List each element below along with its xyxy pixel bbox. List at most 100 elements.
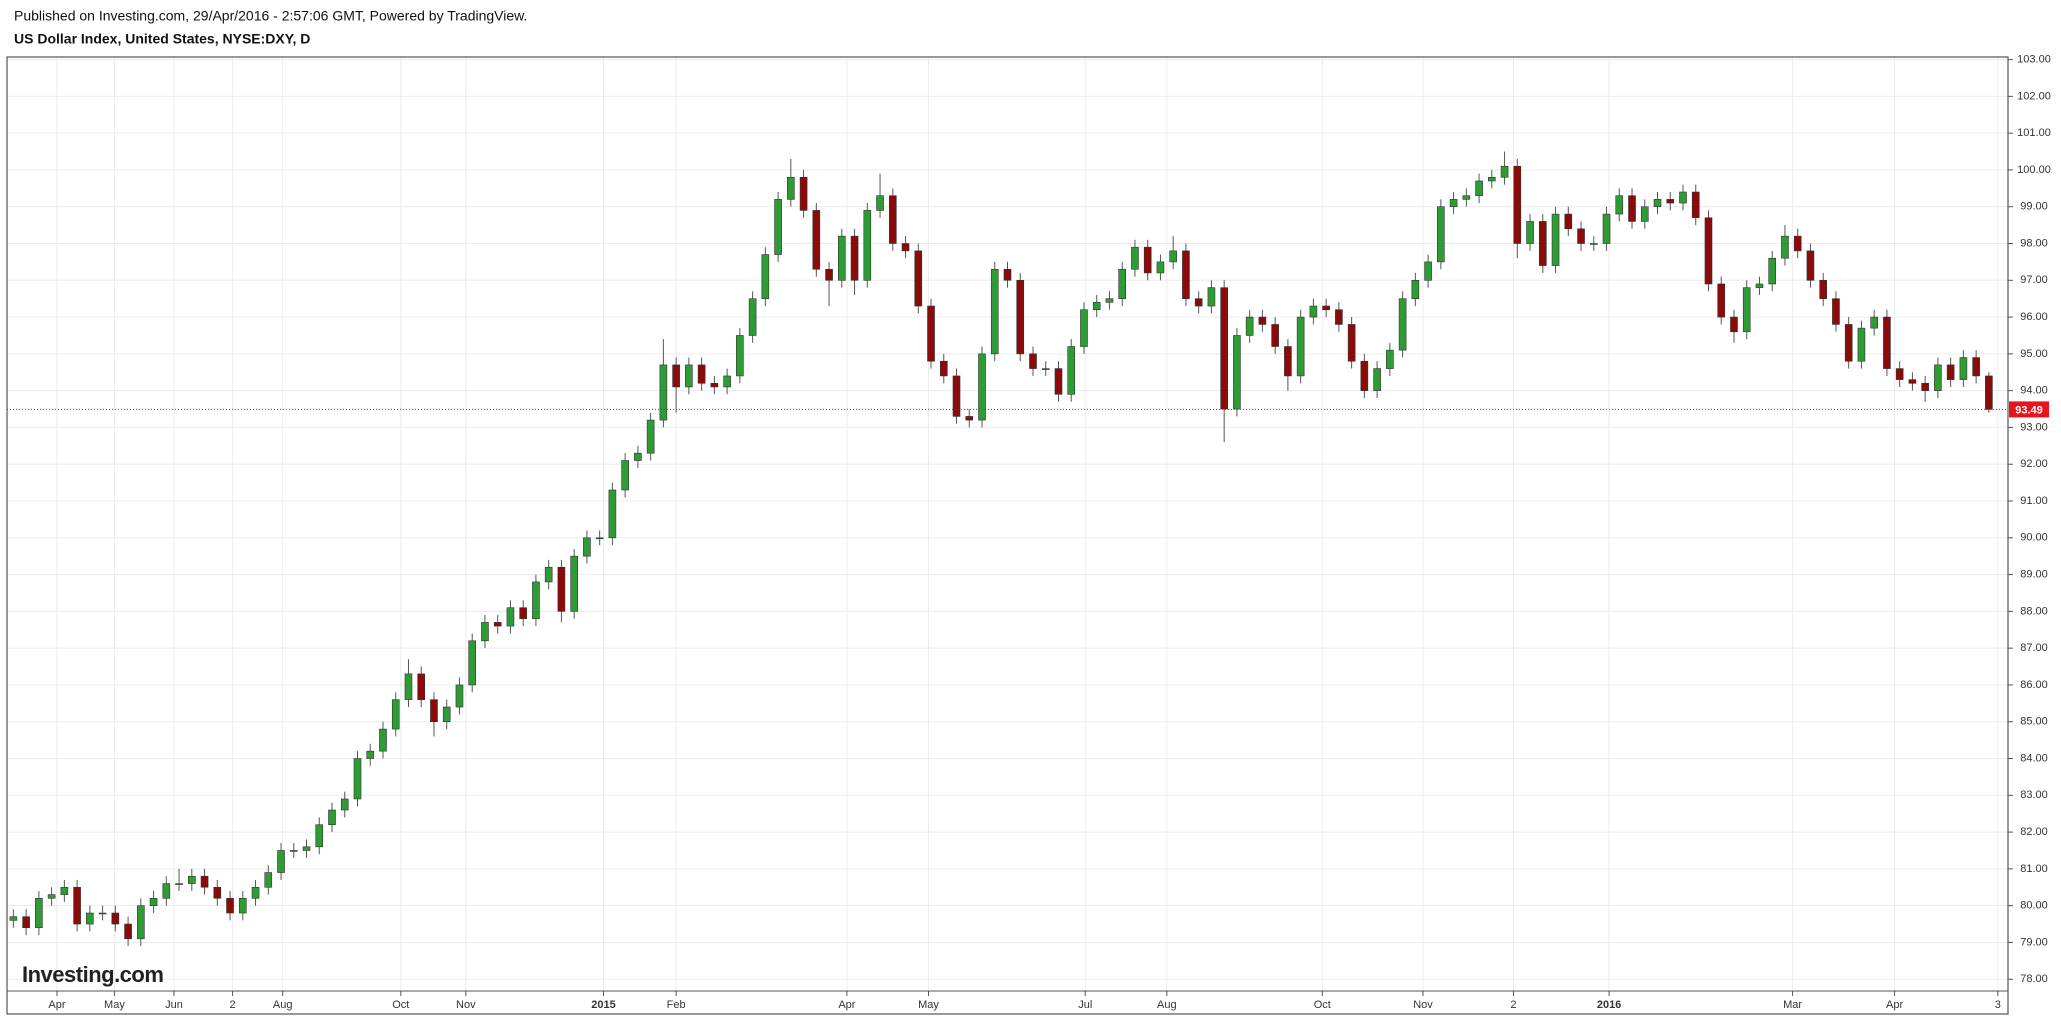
candle-body: [1271, 324, 1279, 347]
last-price-box: [2009, 401, 2049, 418]
y-tick-label: 85.00: [2020, 716, 2048, 728]
candle-body: [200, 875, 209, 888]
candle-body: [595, 537, 604, 540]
candle-body: [1615, 195, 1624, 215]
candle-body: [468, 640, 477, 686]
candle-body: [1691, 191, 1700, 219]
candle-body: [213, 886, 222, 899]
y-tick-label: 86.00: [2020, 679, 2048, 691]
candle-body: [774, 199, 782, 255]
candle-body: [697, 364, 706, 384]
candle-body: [1449, 199, 1458, 208]
candle-body: [1424, 261, 1432, 281]
candle-body: [417, 673, 426, 700]
candle-body: [188, 875, 196, 884]
candle-body: [1742, 287, 1751, 333]
candle-body: [1870, 316, 1878, 329]
candle-body: [481, 622, 489, 642]
candle-body: [1793, 235, 1802, 252]
candle-body: [978, 353, 986, 421]
candle-body: [1169, 250, 1177, 263]
candle-body: [47, 894, 56, 899]
y-tick-label: 89.00: [2020, 568, 2048, 580]
candle-body: [1475, 180, 1483, 196]
y-tick-label: 97.00: [2020, 274, 2048, 286]
x-tick-label: 2: [230, 999, 236, 1011]
candle-body: [761, 254, 770, 299]
x-tick-label: May: [104, 999, 125, 1011]
instrument-title: US Dollar Index, United States, NYSE:DXY…: [14, 31, 310, 47]
y-tick-label: 84.00: [2020, 752, 2048, 764]
x-tick-label: Apr: [1886, 999, 1903, 1011]
candle-body: [1347, 324, 1356, 362]
candle-body: [1921, 382, 1929, 391]
candle-body: [1131, 246, 1139, 270]
candle-body: [1857, 327, 1866, 362]
candle-body: [723, 375, 731, 388]
candle-body: [1041, 368, 1050, 370]
candle-body: [149, 897, 158, 906]
candle-body: [825, 268, 833, 281]
y-tick-label: 82.00: [2020, 826, 2048, 838]
candle-body: [1526, 221, 1534, 244]
x-tick-label: Aug: [1157, 999, 1177, 1011]
x-tick-label: 2016: [1597, 999, 1621, 1011]
y-tick-label: 92.00: [2020, 458, 2048, 470]
x-tick-label: Apr: [48, 999, 65, 1011]
candle-body: [35, 897, 43, 929]
candle-body: [1462, 195, 1471, 200]
candle-body: [506, 607, 515, 627]
x-tick-label: 3: [1995, 999, 2001, 1011]
candle-body: [748, 298, 757, 336]
candle-body: [901, 243, 910, 252]
y-tick-label: 81.00: [2020, 863, 2048, 875]
candle-body: [1322, 305, 1330, 311]
x-tick-label: Jun: [165, 999, 183, 1011]
published-note: Published on Investing.com, 29/Apr/2016 …: [14, 8, 527, 24]
candle-body: [570, 555, 578, 612]
candle-body: [289, 850, 298, 852]
candle-body: [876, 195, 884, 211]
candle-body: [226, 897, 234, 914]
plot-frame: [6, 56, 2009, 1015]
candle-body: [1513, 165, 1522, 244]
y-tick-label: 88.00: [2020, 605, 2048, 617]
candle-body: [888, 195, 897, 244]
y-tick-label: 87.00: [2020, 642, 2048, 654]
candle-body: [1730, 316, 1738, 333]
x-tick-label: Nov: [456, 999, 476, 1011]
candle-body: [493, 622, 502, 627]
candle-body: [302, 846, 311, 851]
candle-body: [1934, 364, 1942, 391]
candle-body: [277, 850, 285, 873]
candle-body: [1207, 287, 1216, 307]
candle-body: [1220, 287, 1228, 410]
candle-body: [1003, 268, 1012, 281]
candle-body: [162, 883, 171, 899]
candle-body: [1054, 368, 1063, 395]
candle-body: [366, 750, 375, 759]
candle-body: [685, 364, 693, 388]
candle-body: [1156, 261, 1165, 274]
candle-body: [1284, 346, 1292, 377]
candle-body: [1538, 221, 1547, 266]
candle-body: [1296, 316, 1305, 377]
candle-body: [1182, 250, 1190, 299]
candle-body: [1360, 360, 1369, 391]
candle-body: [583, 537, 591, 557]
candle-body: [1500, 165, 1509, 178]
candle-body: [532, 581, 540, 620]
candle-body: [353, 758, 362, 800]
candle-body: [1781, 235, 1789, 259]
x-tick-label: Nov: [1413, 999, 1433, 1011]
candle-body: [1067, 346, 1076, 395]
y-tick-label: 100.00: [2017, 164, 2051, 176]
candle-body: [1577, 228, 1585, 244]
candle-body: [1016, 279, 1025, 355]
candle-body: [175, 883, 183, 885]
y-tick-label: 91.00: [2020, 495, 2048, 507]
candle-body: [965, 416, 974, 421]
x-tick-label: Feb: [667, 999, 686, 1011]
candle-body: [621, 460, 629, 491]
